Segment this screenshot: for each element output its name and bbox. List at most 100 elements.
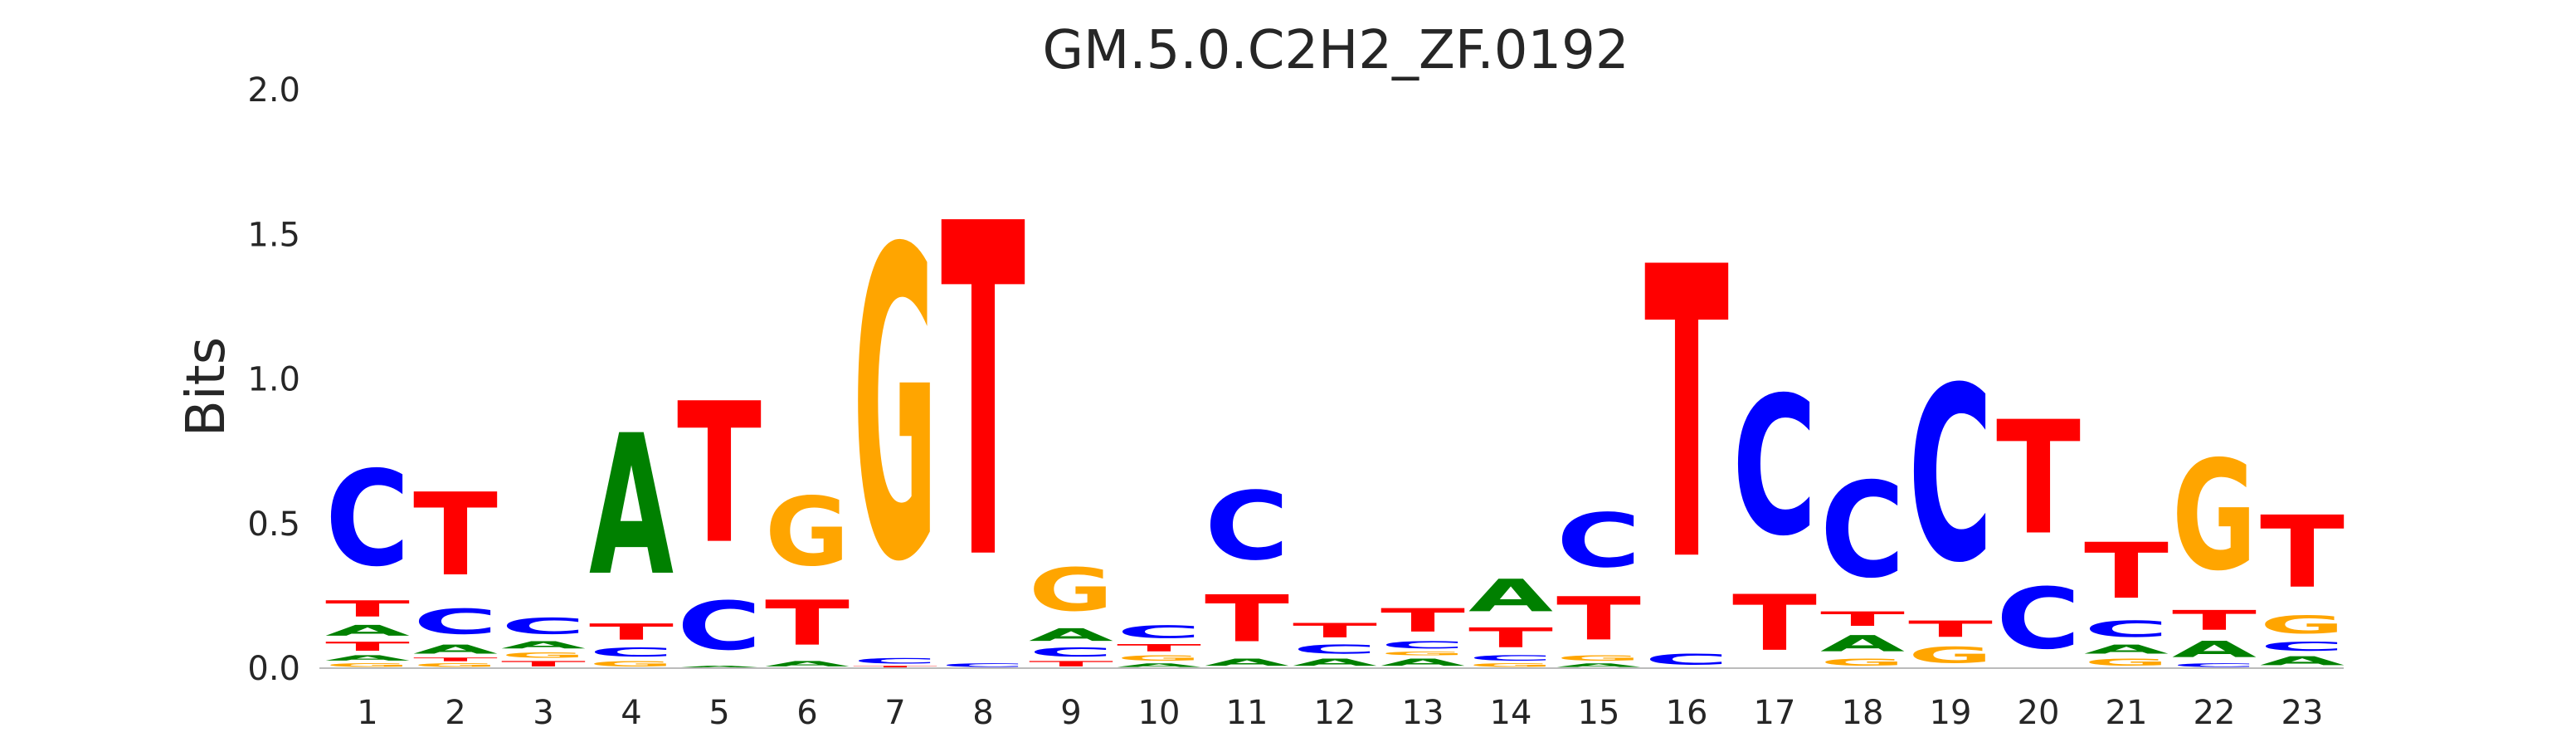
logo-letter-c: C [501,613,586,639]
logo-letter-t: T [1205,582,1289,657]
logo-letter-g: G [589,660,674,668]
x-tick-label: 18 [1842,694,1884,732]
logo-letter-a: A [1205,657,1289,668]
y-tick-label: 2.0 [247,71,300,110]
y-tick-label: 1.5 [247,216,300,254]
logo-letter-a: A [325,654,410,662]
x-tick-label: 14 [1490,694,1532,732]
logo-letter-t: T [765,587,850,659]
logo-letter-c: C [589,645,674,659]
logo-letter-t: T [325,639,410,653]
logo-letter-c: C [1644,651,1729,668]
logo-letter-c: C [325,444,410,597]
y-tick-label: 0.0 [247,650,300,688]
logo-letter-a: A [501,639,586,651]
x-tick-label: 16 [1666,694,1708,732]
logo-letter-c: C [1205,471,1289,581]
logo-letter-c: C [1117,622,1201,642]
logo-letter-a: A [413,642,499,657]
logo-letter-g: G [2172,429,2257,604]
logo-letter-t: T [325,596,410,622]
x-tick-label: 11 [1226,694,1269,732]
logo-letter-a: A [325,622,410,640]
logo-letter-c: C [1732,356,1817,578]
logo-letter-t: T [413,469,498,602]
logo-letter-c: C [1556,498,1641,584]
logo-letter-g: G [1556,654,1641,662]
logo-letter-c: C [2260,639,2345,653]
logo-letter-c: C [941,662,1025,668]
logo-letter-g: G [1029,555,1113,624]
x-tick-label: 2 [445,694,465,732]
logo-letter-c: C [1908,338,1993,616]
x-tick-label: 12 [1314,694,1356,732]
logo-letter-a: A [1820,631,1906,657]
x-axis-ticks: 1 2 3 4 5 6 7 8 9 10 11 12 13 14 15 16 17 18 19 20 21 22 23 [357,694,2323,732]
x-tick-label: 17 [1754,694,1796,732]
logo-letter-t: T [1381,602,1465,639]
x-tick-label: 13 [1402,694,1444,732]
x-tick-label: 20 [2018,694,2060,732]
logo-letter-t: T [677,364,762,588]
logo-letter-c: C [413,602,498,642]
y-tick-label: 1.0 [247,361,300,399]
logo-letter-t: T [1996,389,2081,570]
logo-letter-c: C [1820,456,1905,608]
x-tick-label: 22 [2194,694,2236,732]
logo-letter-c: C [853,657,937,665]
logo-letter-g: G [765,478,850,587]
x-tick-label: 4 [621,694,641,732]
y-axis-ticks: 0.0 0.5 1.0 1.5 2.0 [247,71,300,688]
logo-letter-a: A [1556,662,1641,668]
logo-letter-c: C [1996,570,2081,668]
logo-letter-a: A [2172,637,2257,662]
logo-letter-a: A [1293,657,1377,668]
logo-letter-a: A [1117,662,1201,668]
y-tick-label: 0.5 [247,505,300,544]
logo-letter-t: T [2084,527,2169,616]
logo-letter-a: A [1381,657,1465,668]
logo-letter-a: A [765,660,850,668]
x-tick-label: 1 [357,694,377,732]
logo-letter-a: A [589,394,674,619]
logo-letter-c: C [1468,654,1553,662]
logo-letter-g: G [1381,651,1465,657]
logo-letter-t: T [1117,642,1201,654]
logo-letter-t: T [1029,660,1113,668]
logo-letter-t: T [941,129,1026,661]
logo-letter-a: A [2260,654,2345,668]
logo-letter-g: G [1820,657,1905,668]
logo-letter-c: C [1293,642,1377,657]
logo-letter-t: T [1556,584,1641,654]
logo-letter-t: T [1468,622,1553,653]
x-tick-label: 7 [884,694,905,732]
logo-glyph-stacks: GATATCGTACTTGACGCTAACTATGTCGCTTCAGAGTCAT… [325,129,2345,668]
x-tick-label: 15 [1578,694,1620,732]
logo-letter-g: G [853,160,937,655]
x-tick-label: 9 [1060,694,1081,732]
logo-letter-g: G [413,662,498,668]
x-tick-label: 23 [2281,694,2324,732]
logo-letter-g: G [325,662,410,668]
logo-letter-g: G [1468,662,1553,668]
logo-letter-t: T [1908,616,1993,642]
y-axis-label: Bits [176,337,237,437]
logo-letter-t: T [413,657,498,662]
logo-letter-g: G [501,651,586,659]
logo-letter-t: T [1293,619,1377,642]
logo-letter-c: C [1381,639,1465,651]
logo-letter-a: A [1468,570,1553,622]
x-tick-label: 5 [709,694,729,732]
x-tick-label: 19 [1930,694,1972,732]
logo-letter-t: T [2172,605,2257,637]
x-tick-label: 10 [1138,694,1181,732]
logo-letter-g: G [1117,654,1201,662]
logo-letter-c: C [1029,645,1113,659]
logo-letter-g: G [2084,657,2169,668]
logo-letter-c: C [2172,662,2257,668]
logo-letter-t: T [501,660,586,668]
x-tick-label: 3 [533,694,553,732]
chart-title: GM.5.0.C2H2_ZF.0192 [1042,20,1629,81]
logo-letter-t: T [2260,496,2345,610]
